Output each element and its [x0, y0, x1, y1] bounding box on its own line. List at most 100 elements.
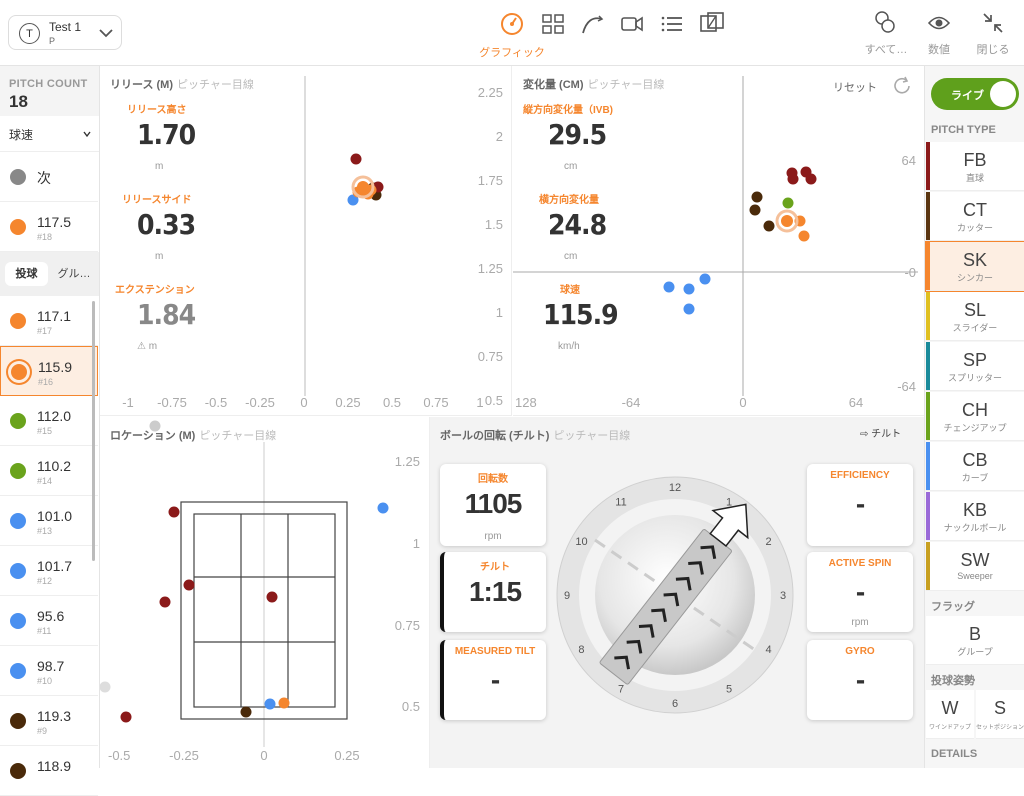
movement-point[interactable] — [683, 303, 695, 315]
location-point[interactable] — [278, 697, 290, 709]
pitch-type-sw[interactable]: SW Sweeper — [926, 542, 1024, 591]
pitch-row[interactable]: 118.9 — [0, 746, 98, 796]
tilt-toggle[interactable]: ⇨ チルト — [860, 429, 902, 440]
pitch-type-cb[interactable]: CB カーブ — [926, 442, 1024, 491]
metric-filter[interactable]: 球速 — [0, 116, 99, 152]
video-icon[interactable] — [619, 11, 645, 37]
grid-icon[interactable] — [540, 11, 566, 37]
release-side-label: リリースサイド — [122, 195, 192, 206]
release-point[interactable] — [350, 153, 362, 165]
location-point[interactable] — [120, 711, 132, 723]
clock-numeral: 10 — [575, 536, 587, 548]
pitch-type-ch[interactable]: CH チェンジアップ — [926, 392, 1024, 441]
list-icon[interactable] — [659, 11, 685, 37]
pitch-row[interactable]: 112.0 #15 — [0, 396, 98, 446]
pitch-row[interactable]: 119.3 #9 — [0, 696, 98, 746]
release-selected-point[interactable] — [357, 181, 369, 193]
location-point[interactable] — [168, 506, 180, 518]
tab-pitches[interactable]: 投球 — [5, 262, 48, 286]
speed-unit: km/h — [558, 341, 580, 352]
set-position-button[interactable]: S セットポジション — [976, 690, 1024, 739]
movement-point[interactable] — [787, 173, 799, 185]
clock-numeral: 12 — [669, 482, 681, 494]
movement-point[interactable] — [763, 220, 775, 232]
location-point[interactable] — [266, 591, 278, 603]
windup-button[interactable]: W ワインドアップ — [926, 690, 974, 739]
pitch-row[interactable]: 95.6 #11 — [0, 596, 98, 646]
location-x-tick: 0 — [260, 748, 267, 763]
show-all-label[interactable]: すべて… — [864, 44, 908, 56]
balls-icon[interactable] — [873, 10, 897, 36]
release-x-tick: -1 — [122, 395, 134, 410]
scrollbar[interactable] — [92, 301, 95, 561]
active-spin-unit: rpm — [851, 617, 869, 628]
compare-icon[interactable] — [699, 11, 725, 37]
movement-point[interactable] — [683, 283, 695, 295]
pitch-type-code: KB — [962, 500, 987, 520]
clock-numeral: 8 — [578, 644, 584, 656]
movement-point[interactable] — [751, 191, 763, 203]
latest-pitch-row[interactable]: 117.5 #18 — [0, 202, 98, 252]
values-label[interactable]: 数値 — [928, 44, 950, 56]
pitch-row[interactable]: 101.7 #12 — [0, 546, 98, 596]
release-y-tick: 0.75 — [478, 349, 503, 364]
windup-label: ワインドアップ — [928, 725, 971, 731]
live-toggle[interactable]: ライブ — [931, 78, 1019, 110]
player-selector[interactable]: T Test 1 P — [8, 15, 122, 50]
tilt-label: チルト — [480, 562, 510, 573]
next-pitch-row[interactable]: 次 — [0, 152, 98, 202]
movement-selected-point[interactable] — [781, 215, 793, 227]
release-panel: リリース (M) ピッチャー目線 リリース高さ 1.70 m リリースサイド 0.… — [100, 66, 512, 416]
refresh-icon[interactable] — [891, 75, 913, 97]
movement-point[interactable] — [663, 281, 675, 293]
pitch-type-fb[interactable]: FB 直球 — [926, 142, 1024, 191]
pitch-row[interactable]: 110.2 #14 — [0, 446, 98, 496]
location-point[interactable] — [264, 698, 276, 710]
pitch-type-name: カッター — [956, 223, 993, 233]
metric-filter-value: 球速 — [9, 128, 34, 142]
pitch-type-sp[interactable]: SP スプリッター — [926, 342, 1024, 391]
movement-point[interactable] — [749, 204, 761, 216]
close-label[interactable]: 閉じる — [976, 44, 1010, 56]
spin-axis-line — [594, 538, 756, 652]
gauge-icon[interactable] — [499, 11, 525, 37]
spin-rate-label: 回転数 — [478, 474, 508, 485]
flag-header: フラッグ — [931, 601, 975, 613]
eye-icon[interactable] — [927, 12, 951, 34]
location-x-tick: -0.25 — [169, 748, 199, 763]
movement-point[interactable] — [805, 173, 817, 185]
pitch-count-label: PITCH COUNT — [9, 78, 88, 90]
flag-group-button[interactable]: B グループ — [926, 616, 1024, 665]
release-y-tick: 0.5 — [485, 393, 503, 408]
pitch-type-sk[interactable]: SK シンカー — [925, 241, 1024, 292]
pitch-dot — [10, 613, 26, 629]
pitch-row[interactable]: 115.9 #16 — [0, 346, 98, 396]
pitch-type-ct[interactable]: CT カッター — [926, 192, 1024, 241]
location-point[interactable] — [240, 706, 252, 718]
location-point[interactable] — [100, 681, 111, 693]
pitch-type-name: カーブ — [961, 473, 989, 483]
collapse-icon[interactable] — [981, 11, 1005, 35]
tab-groups[interactable]: グル… — [57, 268, 91, 280]
location-point[interactable] — [149, 420, 161, 432]
pitch-row[interactable]: 117.1 #17 — [0, 296, 98, 346]
pitch-type-sl[interactable]: SL スライダー — [926, 292, 1024, 341]
location-point[interactable] — [183, 579, 195, 591]
trajectory-icon[interactable] — [580, 11, 606, 37]
live-label: ライブ — [951, 90, 984, 102]
pitch-value: 112.0 — [37, 408, 71, 424]
clock-numeral: 2 — [765, 536, 771, 548]
movement-point[interactable] — [798, 230, 810, 242]
location-point[interactable] — [377, 502, 389, 514]
location-x-tick: -0.5 — [108, 748, 130, 763]
pitch-dot — [10, 663, 26, 679]
movement-point[interactable] — [699, 273, 711, 285]
release-point[interactable] — [347, 194, 359, 206]
location-point[interactable] — [159, 596, 171, 608]
reset-button[interactable]: リセット — [833, 82, 877, 94]
release-x-tick: 0.25 — [335, 395, 360, 410]
pitch-type-kb[interactable]: KB ナックルボール — [926, 492, 1024, 541]
pitch-row[interactable]: 101.0 #13 — [0, 496, 98, 546]
pitch-row[interactable]: 98.7 #10 — [0, 646, 98, 696]
movement-point[interactable] — [782, 197, 794, 209]
